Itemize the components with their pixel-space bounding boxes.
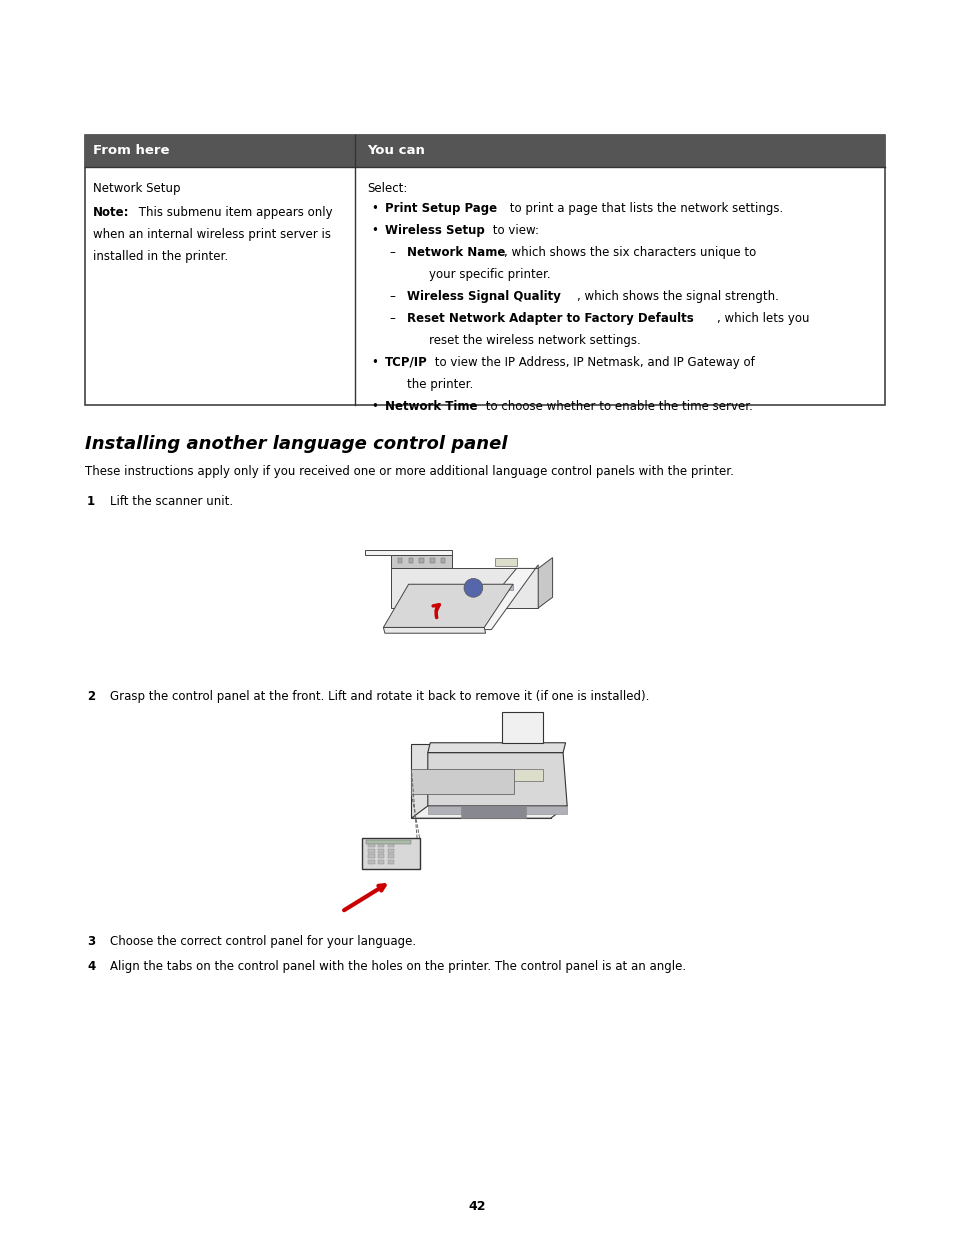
Text: , which shows the signal strength.: , which shows the signal strength. xyxy=(577,290,778,303)
Text: 42: 42 xyxy=(468,1200,485,1213)
Text: Lift the scanner unit.: Lift the scanner unit. xyxy=(110,495,233,508)
Polygon shape xyxy=(411,745,550,819)
Bar xyxy=(368,860,375,864)
Polygon shape xyxy=(427,752,567,806)
Polygon shape xyxy=(469,564,537,630)
Bar xyxy=(387,842,394,847)
Text: reset the wireless network settings.: reset the wireless network settings. xyxy=(429,333,640,347)
Polygon shape xyxy=(501,711,542,742)
Polygon shape xyxy=(411,769,514,794)
Text: •: • xyxy=(371,400,377,412)
Circle shape xyxy=(463,578,482,598)
Polygon shape xyxy=(427,806,567,814)
Bar xyxy=(397,558,402,563)
Text: –: – xyxy=(389,290,395,303)
Text: Reset Network Adapter to Factory Defaults: Reset Network Adapter to Factory Default… xyxy=(407,311,693,325)
Bar xyxy=(368,842,375,847)
Text: Wireless Setup: Wireless Setup xyxy=(385,224,484,237)
Bar xyxy=(377,860,384,864)
Text: , which lets you: , which lets you xyxy=(717,311,809,325)
Bar xyxy=(377,848,384,852)
Text: 4: 4 xyxy=(87,960,95,973)
Polygon shape xyxy=(408,584,513,590)
Text: Align the tabs on the control panel with the holes on the printer. The control p: Align the tabs on the control panel with… xyxy=(110,960,685,973)
Polygon shape xyxy=(427,742,565,752)
Bar xyxy=(495,558,517,566)
Bar xyxy=(387,848,394,852)
Bar xyxy=(514,769,542,782)
Text: You can: You can xyxy=(367,144,424,158)
Text: 3: 3 xyxy=(87,935,95,948)
Text: Network Name: Network Name xyxy=(407,246,505,259)
Text: 1: 1 xyxy=(87,495,95,508)
Bar xyxy=(440,558,445,563)
Text: to print a page that lists the network settings.: to print a page that lists the network s… xyxy=(505,201,782,215)
Text: Note:: Note: xyxy=(92,206,130,219)
Text: Select:: Select: xyxy=(367,182,407,195)
Text: installed in the printer.: installed in the printer. xyxy=(92,251,228,263)
Text: TCP/IP: TCP/IP xyxy=(385,356,427,369)
Text: Choose the correct control panel for your language.: Choose the correct control panel for you… xyxy=(110,935,416,948)
Text: Grasp the control panel at the front. Lift and rotate it back to remove it (if o: Grasp the control panel at the front. Li… xyxy=(110,690,649,703)
Text: , which shows the six characters unique to: , which shows the six characters unique … xyxy=(503,246,756,259)
Text: Network Setup: Network Setup xyxy=(92,182,180,195)
Polygon shape xyxy=(390,568,537,608)
Bar xyxy=(387,855,394,858)
Text: –: – xyxy=(389,311,395,325)
Text: •: • xyxy=(371,224,377,237)
Text: •: • xyxy=(371,356,377,369)
Text: Print Setup Page: Print Setup Page xyxy=(385,201,497,215)
Bar xyxy=(368,848,375,852)
Bar xyxy=(377,842,384,847)
Text: Network Time: Network Time xyxy=(385,400,477,412)
Text: to view the IP Address, IP Netmask, and IP Gateway of: to view the IP Address, IP Netmask, and … xyxy=(431,356,754,369)
Text: Wireless Signal Quality: Wireless Signal Quality xyxy=(407,290,560,303)
Text: These instructions apply only if you received one or more additional language co: These instructions apply only if you rec… xyxy=(85,466,733,478)
Bar xyxy=(85,135,884,405)
Text: •: • xyxy=(371,201,377,215)
Polygon shape xyxy=(383,584,513,627)
Polygon shape xyxy=(390,556,452,568)
Polygon shape xyxy=(365,550,452,556)
Bar xyxy=(377,855,384,858)
Text: when an internal wireless print server is: when an internal wireless print server i… xyxy=(92,228,331,241)
Polygon shape xyxy=(537,557,552,608)
Text: the printer.: the printer. xyxy=(407,378,473,390)
Polygon shape xyxy=(460,806,526,819)
Polygon shape xyxy=(362,837,419,869)
Polygon shape xyxy=(383,627,485,634)
Text: This submenu item appears only: This submenu item appears only xyxy=(135,206,333,219)
Text: From here: From here xyxy=(92,144,170,158)
Bar xyxy=(368,855,375,858)
Text: to view:: to view: xyxy=(489,224,538,237)
Text: –: – xyxy=(389,246,395,259)
Text: 2: 2 xyxy=(87,690,95,703)
Bar xyxy=(408,558,413,563)
Polygon shape xyxy=(411,806,567,819)
Text: Installing another language control panel: Installing another language control pane… xyxy=(85,435,507,453)
Text: to choose whether to enable the time server.: to choose whether to enable the time ser… xyxy=(481,400,752,412)
Text: your specific printer.: your specific printer. xyxy=(429,268,550,280)
Bar xyxy=(85,135,884,167)
Bar xyxy=(366,840,411,845)
Bar xyxy=(419,558,423,563)
Bar xyxy=(387,860,394,864)
Bar xyxy=(430,558,434,563)
